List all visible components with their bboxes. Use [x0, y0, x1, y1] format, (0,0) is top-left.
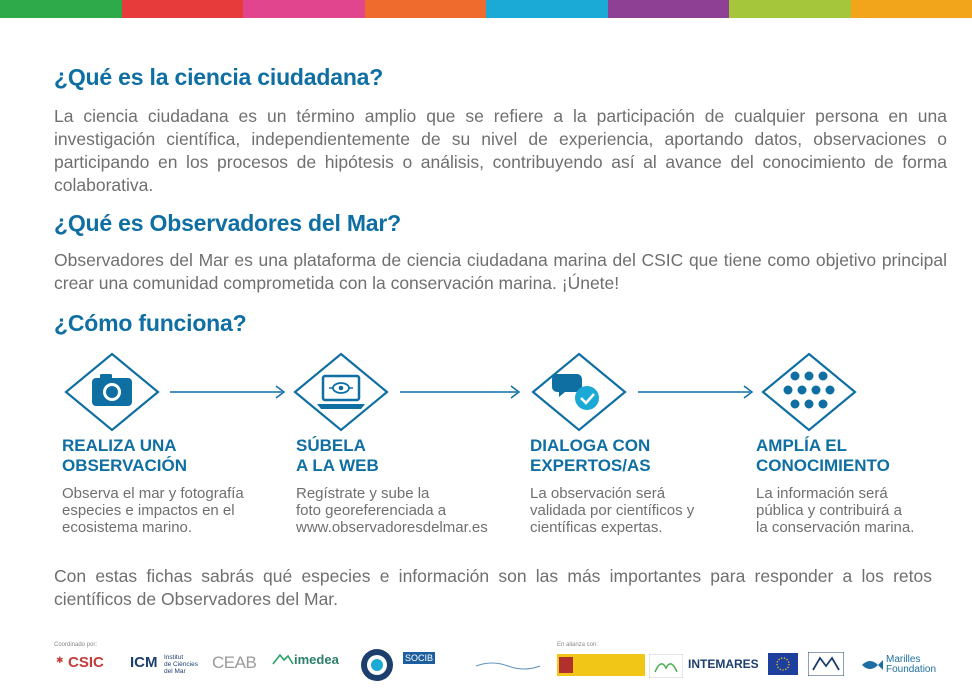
map-pins-icon	[761, 352, 857, 432]
color-stripe-yellow	[850, 0, 972, 18]
icm-logo: Institut de Ciències del Mar	[164, 654, 198, 675]
step4-title: AMPLÍA EL CONOCIMIENTO	[756, 436, 956, 476]
intemares-logo: INTEMARES	[688, 657, 759, 671]
step4-desc-line3: la conservación marina.	[756, 519, 915, 536]
marilles-logo: Marilles Foundation	[886, 655, 936, 675]
heading-observadores: ¿Qué es Observadores del Mar?	[54, 210, 401, 236]
citizen-science-paragraph: La ciencia ciudadana es un término ampli…	[54, 106, 947, 195]
step4-title-line2: CONOCIMIENTO	[756, 456, 890, 475]
step1-title: REALIZA UNA OBSERVACIÓN	[62, 436, 262, 476]
step1-desc-line2: especies e impactos en el	[62, 502, 235, 519]
color-stripe-orange	[364, 0, 486, 18]
observadores-paragraph: Observadores del Mar es una plataforma d…	[54, 250, 947, 293]
color-stripe-cyan	[486, 0, 608, 18]
icm-line3: del Mar	[164, 668, 186, 675]
closing-paragraph: Con estas fichas sabrás qué especies e i…	[54, 566, 932, 609]
step4-desc-line2: pública y contribuirá a	[756, 502, 902, 519]
alliance-label: En alianza con:	[557, 642, 599, 648]
color-stripe-purple	[607, 0, 729, 18]
imedea-logo: imedea	[294, 652, 339, 667]
footer-logos: Coordinado por: En alianza con: ✱ CSIC I…	[54, 640, 954, 690]
step2-title-line1: SÚBELA	[296, 436, 366, 455]
imedea-wave-icon	[272, 653, 294, 665]
step3-desc-line3: científicas expertas.	[530, 519, 663, 536]
step1-description: Observa el mar y fotografía especies e i…	[62, 485, 282, 536]
step3-desc-line1: La observación será	[530, 485, 666, 502]
arrow-right-icon	[638, 385, 754, 399]
step4-desc-line1: La información será	[756, 485, 888, 502]
biodiversidad-logo-icon	[649, 654, 683, 678]
chat-check-icon	[531, 352, 627, 432]
coordinated-label: Coordinado por:	[54, 642, 98, 648]
heading-citizen-science: ¿Qué es la ciencia ciudadana?	[54, 64, 384, 90]
step3-desc-line2: validada por científicos y	[530, 502, 695, 519]
step1-title-line1: REALIZA UNA	[62, 436, 177, 455]
icm-line1: Institut	[164, 654, 184, 661]
color-stripe-red	[121, 0, 243, 18]
step1-desc-line3: ecosistema marino.	[62, 519, 193, 536]
eu-flag-icon	[768, 653, 798, 675]
institute-line-logo-icon	[475, 662, 541, 670]
icm-line2: de Ciències	[164, 661, 198, 668]
socib-logo: SOCIB	[403, 652, 436, 664]
step2-description: Regístrate y sube la foto georeferenciad…	[296, 485, 516, 536]
step2-desc-line2: foto georeferenciada a	[296, 502, 447, 519]
life-programme-logo-icon	[808, 652, 844, 676]
top-color-bar	[0, 0, 972, 18]
camera-icon	[64, 352, 160, 432]
marilles-fish-icon	[862, 660, 883, 670]
step3-title-line1: DIALOGA CON	[530, 436, 651, 455]
laptop-upload-icon	[293, 352, 389, 432]
government-logo-icon	[557, 654, 645, 676]
step4-description: La información será pública y contribuir…	[756, 485, 972, 536]
marilles-line1: Marilles	[886, 654, 921, 665]
icm-mark-icon: ICM	[130, 654, 158, 671]
csic-logo: CSIC	[68, 654, 104, 671]
step3-description: La observación será validada por científ…	[530, 485, 750, 536]
website-link[interactable]: www.observadoresdelmar.es	[296, 519, 488, 536]
color-stripe-pink	[243, 0, 365, 18]
step2-desc-line1: Regístrate y sube la	[296, 485, 430, 502]
step2-title-line2: A LA WEB	[296, 456, 379, 475]
marilles-line2: Foundation	[886, 664, 937, 675]
arrow-right-icon	[400, 385, 521, 399]
step2-title: SÚBELA A LA WEB	[296, 436, 496, 476]
heading-how-it-works: ¿Cómo funciona?	[54, 310, 247, 336]
step1-title-line2: OBSERVACIÓN	[62, 456, 188, 475]
step4-title-line1: AMPLÍA EL	[756, 436, 847, 455]
color-stripe-lime	[729, 0, 851, 18]
color-stripe-green	[0, 0, 122, 18]
csic-seal-icon: ✱	[56, 655, 64, 665]
step1-desc-line1: Observa el mar y fotografía	[62, 485, 244, 502]
step3-title: DIALOGA CON EXPERTOS/AS	[530, 436, 730, 476]
oceanographic-seal-icon	[361, 649, 393, 681]
step3-title-line2: EXPERTOS/AS	[530, 456, 651, 475]
ceab-logo: CEAB	[212, 653, 257, 672]
arrow-right-icon	[170, 385, 286, 399]
